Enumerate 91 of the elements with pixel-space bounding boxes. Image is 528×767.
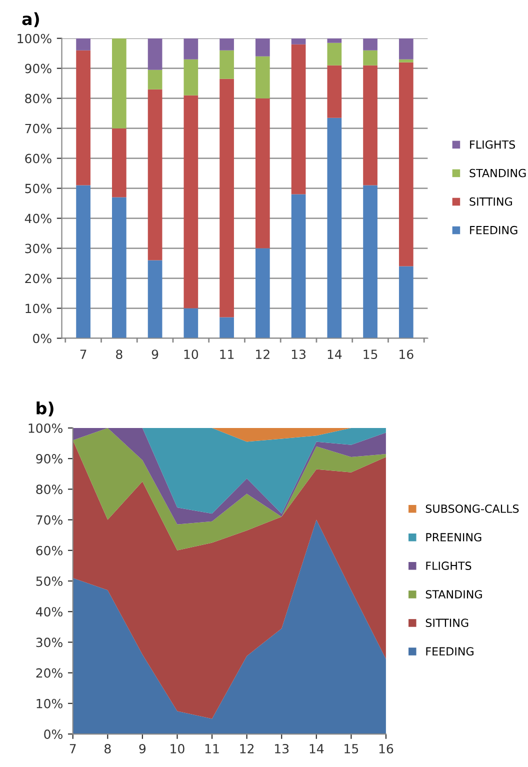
x-tick-label: 10 <box>170 744 184 754</box>
bar <box>148 38 162 70</box>
y-tick-label: 40% <box>36 607 62 617</box>
bar <box>398 38 414 60</box>
bar <box>112 197 126 338</box>
bar <box>255 248 270 338</box>
bar <box>112 38 126 128</box>
x-tick-label: 16 <box>379 744 394 754</box>
bar <box>148 89 162 260</box>
bar <box>76 38 90 50</box>
y-tick-label: 30% <box>36 638 62 648</box>
x-tick-label: 15 <box>344 744 358 754</box>
bar <box>184 95 198 308</box>
x-tick-label: 10 <box>184 350 198 360</box>
bar <box>327 118 342 338</box>
y-tick-label: 0% <box>33 334 52 344</box>
bar <box>327 42 342 66</box>
y-tick-label: 30% <box>25 244 52 254</box>
bar <box>220 78 234 318</box>
x-tick-label: 14 <box>310 744 324 754</box>
legend-label: SITTING <box>426 618 468 628</box>
y-tick-label: 70% <box>25 124 52 134</box>
bar <box>327 38 342 43</box>
bar <box>363 185 378 338</box>
y-tick-label: 50% <box>25 184 52 194</box>
legend-label: SITTING <box>470 197 512 206</box>
y-tick-label: 20% <box>25 274 52 284</box>
x-tick-label: 8 <box>104 744 111 754</box>
bar <box>220 317 234 338</box>
y-tick-label: 90% <box>25 64 52 74</box>
bar <box>363 38 378 50</box>
y-tick-label: 20% <box>36 668 62 678</box>
y-tick-label: 50% <box>36 576 62 586</box>
bar <box>220 38 234 50</box>
legend-label: FLIGHTS <box>470 140 516 149</box>
x-tick-label: 11 <box>205 744 219 754</box>
bar <box>363 50 378 66</box>
y-tick-label: 100% <box>28 423 62 433</box>
bar <box>184 59 198 96</box>
y-tick-label: 80% <box>25 94 52 104</box>
y-tick-label: 70% <box>36 515 62 525</box>
legend-label: STANDING <box>426 590 482 598</box>
bar <box>291 38 306 44</box>
bar <box>363 65 378 186</box>
y-tick-label: 60% <box>36 546 62 556</box>
bar <box>112 128 126 198</box>
bar <box>184 38 198 60</box>
text: a) <box>22 12 39 28</box>
x-tick-label: 11 <box>220 350 234 359</box>
bar <box>327 65 342 118</box>
bar <box>76 185 90 338</box>
y-tick-label: 10% <box>36 698 62 708</box>
y-tick-label: 90% <box>36 454 62 464</box>
x-tick-label: 9 <box>152 350 158 360</box>
y-tick-label: 100% <box>18 34 52 44</box>
bar <box>148 260 162 338</box>
y-tick-label: 0% <box>44 729 62 739</box>
x-tick-label: 13 <box>292 350 306 360</box>
bar <box>291 194 306 338</box>
bar <box>220 50 234 79</box>
legend-label: FEEDING <box>470 226 518 234</box>
bar <box>255 98 270 248</box>
bar <box>398 59 414 62</box>
bar <box>398 266 414 338</box>
x-tick-label: 13 <box>275 744 289 754</box>
bar <box>255 38 270 56</box>
legend-label: FEEDING <box>426 647 474 656</box>
bar <box>76 50 90 186</box>
x-tick-label: 16 <box>400 350 414 360</box>
x-tick-label: 14 <box>328 350 342 359</box>
bar <box>148 70 162 90</box>
y-tick-label: 60% <box>25 154 52 164</box>
legend-label: STANDING <box>470 168 526 178</box>
x-tick-label: 9 <box>139 744 146 754</box>
bar <box>184 308 198 338</box>
y-tick-label: 10% <box>26 304 52 314</box>
x-tick-label: 8 <box>116 350 122 360</box>
legend-label: FLIGHTS <box>426 562 472 570</box>
x-tick-label: 7 <box>80 350 86 359</box>
x-tick-label: 12 <box>240 744 254 754</box>
x-tick-label: 15 <box>364 350 378 360</box>
y-tick-label: 80% <box>36 484 62 494</box>
bar <box>255 56 270 98</box>
legend-label: PREENING <box>426 533 482 542</box>
x-tick-label: 12 <box>256 350 270 359</box>
bar <box>291 44 306 194</box>
y-tick-label: 40% <box>24 214 52 224</box>
legend-label: SUBSONG-CALLS <box>426 504 519 513</box>
bar <box>398 62 414 266</box>
x-tick-label: 7 <box>70 744 76 754</box>
text: b) <box>36 402 54 416</box>
